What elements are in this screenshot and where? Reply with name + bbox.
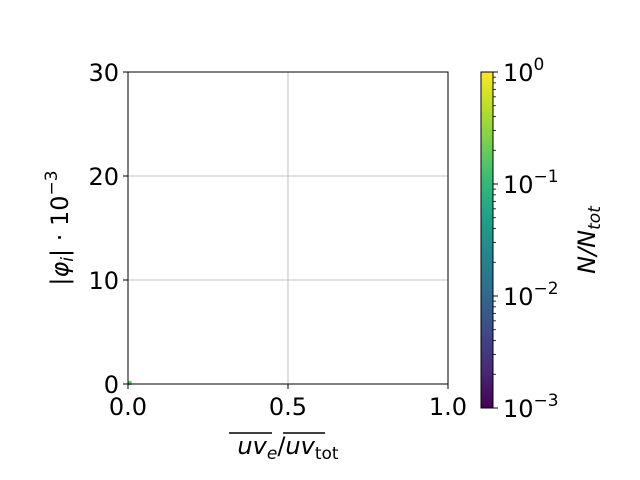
colorbar: 100 10−1 10−2 10−3 N/Ntot	[480, 55, 605, 423]
x-tick-label: 0.5	[269, 393, 307, 421]
plot-area	[127, 71, 449, 385]
colorbar-label: N/Ntot	[573, 205, 605, 274]
y-axis-label: |φi| · 10−3	[42, 170, 78, 285]
colorbar-tick-label: 100	[503, 55, 544, 87]
colorbar-tick-label: 10−1	[503, 167, 559, 199]
colorbar-gradient	[480, 71, 494, 409]
x-tick-label: 0.0	[109, 393, 147, 421]
colorbar-tick-label: 10−2	[503, 279, 559, 311]
y-tick-label: 20	[88, 163, 119, 191]
y-axis: 0 10 20 30	[88, 59, 128, 399]
x-axis-label: uve/uvtot	[237, 432, 338, 464]
y-tick-label: 10	[88, 267, 119, 295]
data-point	[127, 380, 132, 385]
x-tick-label: 1.0	[429, 393, 467, 421]
colorbar-tick-label: 10−3	[503, 391, 559, 423]
x-axis: 0.0 0.5 1.0	[109, 384, 467, 421]
y-tick-label: 30	[88, 59, 119, 87]
colorbar-ticks: 100 10−1 10−2 10−3	[493, 55, 559, 423]
y-tick-label: 0	[104, 371, 119, 399]
